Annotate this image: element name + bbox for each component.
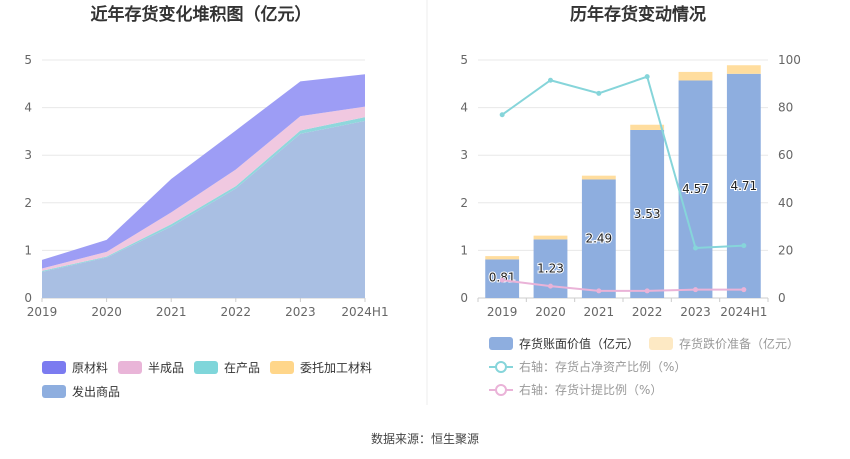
left-legend-swatch xyxy=(118,361,142,374)
left-x-tick-label: 2023 xyxy=(285,305,316,319)
right-chart-title: 历年存货变动情况 xyxy=(570,4,706,25)
line-point xyxy=(596,288,602,294)
right-x-tick-label: 2020 xyxy=(535,305,566,319)
left-y-tick-label: 0 xyxy=(24,291,32,305)
bar-impairment-reserve xyxy=(581,175,616,180)
line-point xyxy=(499,277,505,283)
right-bars: 0.811.232.493.534.57 4.71 xyxy=(485,65,761,298)
right-x-tick-label: 2023 xyxy=(680,305,711,319)
left-legend-label: 发出商品 xyxy=(72,384,120,399)
line-point xyxy=(693,245,698,251)
right-x-tick-label: 2021 xyxy=(584,305,615,319)
line-provision-ratio xyxy=(502,279,744,292)
left-x-tick-label: 2022 xyxy=(221,305,252,319)
right-legend-label: 右轴：存货占净资产比例（%） xyxy=(519,359,686,374)
bar-impairment-reserve xyxy=(485,256,520,260)
bar-line-chart: 历年存货变动情况 0.811.232.493.534.57 4.71 012345… xyxy=(460,4,801,397)
bar-data-label: 4.71 xyxy=(730,179,757,193)
left-y-tick-label: 2 xyxy=(24,196,32,210)
left-y-tick-label: 1 xyxy=(24,243,32,257)
bar-impairment-reserve xyxy=(678,71,713,81)
area-半成品 xyxy=(42,106,365,271)
left-legend-label: 在产品 xyxy=(224,361,260,375)
right-grid xyxy=(478,59,768,299)
right-y2-tick-label: 40 xyxy=(778,196,793,210)
bar-impairment-reserve xyxy=(726,65,761,74)
right-y2-tick-label: 20 xyxy=(778,243,793,257)
left-x-tick-label: 2019 xyxy=(27,305,58,319)
bar-impairment-reserve xyxy=(533,235,568,240)
right-legend-marker xyxy=(495,384,507,396)
right-legend-marker xyxy=(495,361,507,373)
area-原材料 xyxy=(42,74,365,269)
left-areas xyxy=(42,74,365,298)
right-y-tick-label: 0 xyxy=(460,291,468,305)
bar-inventory-value xyxy=(581,179,616,298)
right-x-tick-label: 2019 xyxy=(487,305,518,319)
bar-inventory-value xyxy=(630,129,665,298)
line-point xyxy=(548,283,553,289)
right-y-tick-label: 5 xyxy=(460,53,468,67)
data-source: 数据来源：恒生聚源 xyxy=(371,431,479,446)
left-legend-label: 半成品 xyxy=(148,361,184,375)
left-legend-swatch xyxy=(194,361,218,374)
bar-data-label: 3.53 xyxy=(634,207,661,221)
left-x-tick-label: 2020 xyxy=(91,305,122,319)
right-y-tick-label: 3 xyxy=(460,148,468,162)
right-y-axis-right: 0 20 40 60 80 100 xyxy=(778,53,801,305)
right-y2-tick-label: 60 xyxy=(778,148,793,162)
bar-inventory-value xyxy=(678,80,713,298)
right-x-tick-label: 2024H1 xyxy=(720,305,767,319)
bar-impairment-reserve xyxy=(630,124,665,130)
right-lines xyxy=(499,74,747,294)
area-发出商品 xyxy=(42,120,365,298)
bar-inventory-value xyxy=(726,73,761,298)
right-y-axis-left: 0 1 2 3 4 5 xyxy=(460,53,468,305)
right-legend-swatch xyxy=(489,337,513,350)
right-y2-tick-label: 80 xyxy=(778,101,793,115)
left-legend-swatch xyxy=(42,361,66,374)
left-x-axis: 2019 2020 2021 2022 2023 2024H1 xyxy=(27,298,389,319)
line-point xyxy=(741,287,747,293)
left-x-tick-label: 2021 xyxy=(156,305,187,319)
left-legend-label: 委托加工材料 xyxy=(300,361,372,375)
right-legend: 存货账面价值（亿元） 存货跌价准备（亿元） 右轴：存货占净资产比例（%） 右轴：存货计… xyxy=(489,336,799,397)
right-y-tick-label: 4 xyxy=(460,101,468,115)
right-legend-label: 右轴：存货计提比例（%） xyxy=(519,382,662,397)
line-point xyxy=(693,287,698,293)
bar-data-label: 1.23 xyxy=(537,262,564,276)
line-inventory-to-net-assets xyxy=(501,75,744,250)
stacked-area-chart: 近年存货变化堆积图（亿元） 0 1 2 3 4 5 2019 2020 2021 2022 202… xyxy=(24,4,388,399)
right-y2-tick-label: 100 xyxy=(778,53,801,67)
line-point xyxy=(548,77,553,83)
right-x-tick-label: 2022 xyxy=(632,305,663,319)
left-y-tick-label: 3 xyxy=(24,148,32,162)
left-y-tick-label: 5 xyxy=(24,53,32,67)
right-y-tick-label: 1 xyxy=(460,243,468,257)
right-legend-label: 存货跌价准备（亿元） xyxy=(679,336,799,351)
right-y-tick-label: 2 xyxy=(460,196,468,210)
right-y2-tick-label: 0 xyxy=(778,291,786,305)
right-x-axis: 2019 2020 2021 2022 2023 2024H1 xyxy=(477,298,769,319)
left-legend-swatch xyxy=(270,361,294,374)
line-point xyxy=(499,112,505,118)
left-legend-swatch xyxy=(42,385,66,398)
right-legend-swatch xyxy=(649,337,673,350)
left-x-tick-label: 2024H1 xyxy=(341,305,388,319)
left-chart-title: 近年存货变化堆积图（亿元） xyxy=(91,4,312,25)
bar-data-label: 2.49 xyxy=(585,232,612,246)
line-point xyxy=(644,74,650,80)
line-point xyxy=(644,288,650,294)
line-point xyxy=(596,90,602,96)
left-y-axis: 0 1 2 3 4 5 xyxy=(24,53,32,305)
right-legend-label: 存货账面价值（亿元） xyxy=(519,336,639,351)
line-point xyxy=(741,243,747,249)
left-y-tick-label: 4 xyxy=(24,101,32,115)
left-legend-label: 原材料 xyxy=(72,361,108,375)
bar-data-label: 4.57 xyxy=(682,182,709,196)
